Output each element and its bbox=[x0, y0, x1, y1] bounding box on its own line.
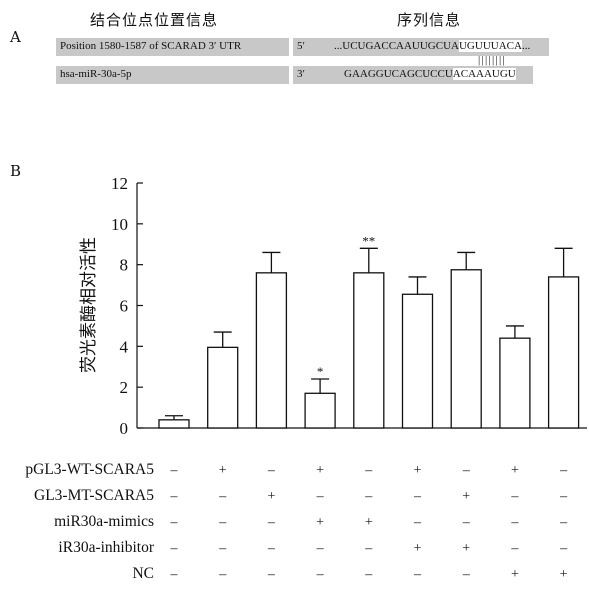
condition-mark-2-3: + bbox=[267, 489, 275, 504]
label-band-1 bbox=[56, 38, 289, 56]
condition-mark-2-5: – bbox=[364, 489, 373, 504]
condition-mark-5-4: – bbox=[316, 567, 325, 582]
condition-mark-1-4: + bbox=[316, 463, 324, 478]
bar-2 bbox=[207, 346, 239, 429]
condition-mark-1-1: – bbox=[170, 463, 179, 478]
bar-8 bbox=[499, 337, 531, 429]
base-pairing-bars: |||||||| bbox=[478, 54, 507, 66]
panel-a-letter: A bbox=[10, 28, 21, 46]
y-axis-label: 荧光素酶相对活性 bbox=[79, 237, 98, 373]
strand-5prime: 5′ bbox=[297, 40, 305, 52]
condition-mark-2-1: – bbox=[170, 489, 179, 504]
condition-mark-5-3: – bbox=[267, 567, 276, 582]
condition-mark-1-6: + bbox=[414, 463, 422, 478]
sequence-info-header: 序列信息 bbox=[397, 11, 462, 29]
utr-position-label: Position 1580-1587 of SCARAD 3′ UTR bbox=[60, 40, 242, 52]
significance-mark-5: ** bbox=[362, 233, 375, 248]
y-tick-label-2: 2 bbox=[120, 378, 129, 397]
condition-label-2: GL3-MT-SCARA5 bbox=[34, 487, 154, 504]
mirna-seq-prefix: GAAGGUCAGCUCCU bbox=[344, 68, 453, 80]
condition-mark-4-2: – bbox=[218, 541, 227, 556]
condition-mark-3-8: – bbox=[510, 515, 519, 530]
condition-mark-2-2: – bbox=[218, 489, 227, 504]
strand-3prime: 3′ bbox=[297, 68, 305, 80]
condition-mark-5-1: – bbox=[170, 567, 179, 582]
label-band-2 bbox=[56, 66, 289, 84]
condition-mark-4-5: – bbox=[364, 541, 373, 556]
condition-mark-4-3: – bbox=[267, 541, 276, 556]
condition-mark-4-1: – bbox=[170, 541, 179, 556]
condition-mark-3-5: + bbox=[365, 515, 373, 530]
utr-sequence: ...UCUGACCAAUUGCUAUGUUUACA... bbox=[334, 40, 530, 52]
binding-site-header: 结合位点位置信息 bbox=[90, 11, 219, 29]
condition-mark-3-1: – bbox=[170, 515, 179, 530]
condition-mark-2-6: – bbox=[413, 489, 422, 504]
condition-mark-5-6: – bbox=[413, 567, 422, 582]
condition-mark-5-2: – bbox=[218, 567, 227, 582]
condition-mark-3-6: – bbox=[413, 515, 422, 530]
condition-mark-4-4: – bbox=[316, 541, 325, 556]
mirna-seed: ACAAAUGU bbox=[452, 68, 516, 80]
mirna-name-label: hsa-miR-30a-5p bbox=[60, 68, 132, 80]
condition-label-4: iR30a-inhibitor bbox=[58, 539, 154, 556]
condition-mark-3-4: + bbox=[316, 515, 324, 530]
condition-mark-1-7: – bbox=[462, 463, 471, 478]
y-tick-label-8: 8 bbox=[120, 256, 129, 275]
y-tick-label-10: 10 bbox=[111, 215, 128, 234]
panel-b-letter: B bbox=[10, 162, 22, 180]
y-tick-label-0: 0 bbox=[120, 419, 129, 438]
y-tick-label-6: 6 bbox=[120, 297, 129, 316]
condition-label-1: pGL3-WT-SCARA5 bbox=[25, 461, 154, 478]
bar-6 bbox=[401, 293, 434, 429]
significance-mark-4: * bbox=[317, 364, 324, 379]
utr-seq-suffix: ... bbox=[521, 40, 531, 52]
condition-mark-5-8: + bbox=[511, 567, 519, 582]
condition-mark-1-2: + bbox=[219, 463, 227, 478]
condition-mark-1-5: – bbox=[364, 463, 373, 478]
condition-mark-2-4: – bbox=[316, 489, 325, 504]
condition-mark-2-7: + bbox=[462, 489, 470, 504]
condition-mark-5-7: – bbox=[462, 567, 471, 582]
utr-seed-match: UGUUUACA bbox=[458, 40, 522, 52]
condition-label-3: miR30a-mimics bbox=[54, 513, 154, 530]
condition-label-5: NC bbox=[132, 565, 154, 582]
condition-mark-4-7: + bbox=[462, 541, 470, 556]
condition-mark-3-9: – bbox=[559, 515, 568, 530]
condition-mark-5-5: – bbox=[364, 567, 373, 582]
condition-mark-4-6: + bbox=[414, 541, 422, 556]
mirna-sequence: GAAGGUCAGCUCCUACAAAUGU bbox=[344, 68, 516, 80]
condition-mark-3-3: – bbox=[267, 515, 276, 530]
bar-9 bbox=[547, 276, 580, 429]
condition-mark-3-7: – bbox=[462, 515, 471, 530]
condition-mark-2-8: – bbox=[510, 489, 519, 504]
condition-mark-1-3: – bbox=[267, 463, 276, 478]
condition-mark-1-8: + bbox=[511, 463, 519, 478]
condition-mark-4-8: – bbox=[510, 541, 519, 556]
condition-mark-2-9: – bbox=[559, 489, 568, 504]
bar-3 bbox=[255, 272, 288, 429]
condition-mark-4-9: – bbox=[559, 541, 568, 556]
bar-7 bbox=[450, 269, 482, 429]
y-tick-label-4: 4 bbox=[120, 337, 129, 356]
condition-mark-1-9: – bbox=[559, 463, 568, 478]
bar-5 bbox=[353, 272, 385, 429]
bar-1 bbox=[158, 419, 190, 429]
utr-seq-prefix: ...UCUGACCAAUUGCUA bbox=[334, 40, 459, 52]
bar-4 bbox=[304, 392, 336, 429]
y-tick-label-12: 12 bbox=[111, 174, 128, 193]
condition-mark-5-9: + bbox=[560, 567, 568, 582]
condition-mark-3-2: – bbox=[218, 515, 227, 530]
